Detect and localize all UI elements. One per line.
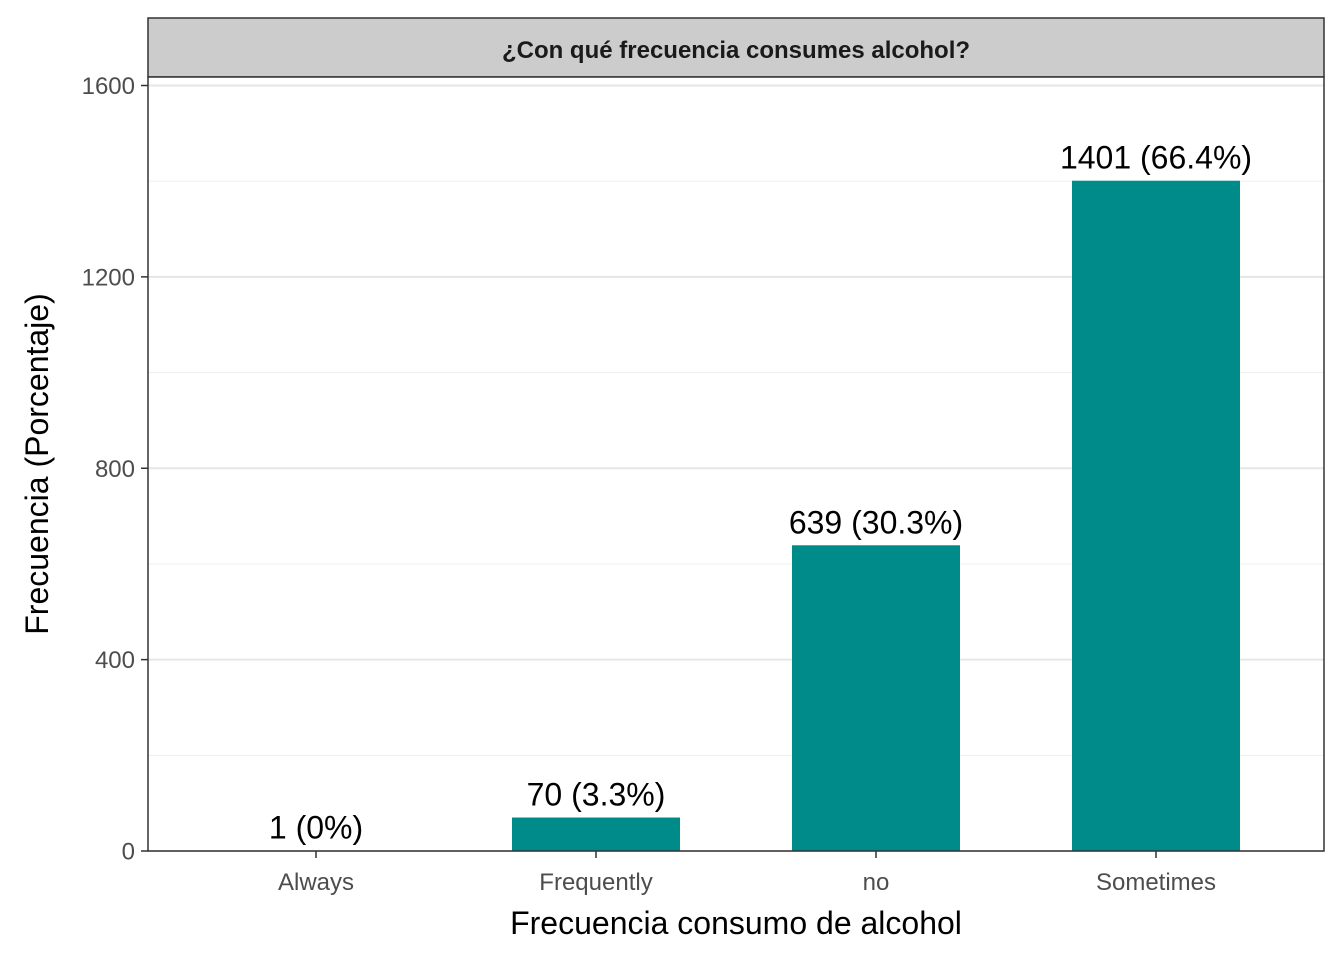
bar xyxy=(792,545,960,851)
bar xyxy=(1072,181,1240,851)
x-tick-label: no xyxy=(863,869,890,896)
x-tick-label: Frequently xyxy=(539,869,652,896)
bar-data-label: 1 (0%) xyxy=(269,810,363,846)
x-axis: Always Frequently no Sometimes xyxy=(278,851,1216,896)
x-tick-label: Always xyxy=(278,869,354,896)
y-tick-label: 800 xyxy=(95,456,135,483)
y-axis-title: Frecuencia (Porcentaje) xyxy=(19,293,55,634)
chart-title: ¿Con qué frecuencia consumes alcohol? xyxy=(502,37,970,64)
x-tick-label: Sometimes xyxy=(1096,869,1216,896)
bar-data-label: 639 (30.3%) xyxy=(789,504,963,540)
bar xyxy=(512,818,680,851)
y-tick-label: 1200 xyxy=(82,264,135,291)
y-tick-label: 0 xyxy=(122,839,135,866)
bar-data-label: 70 (3.3%) xyxy=(527,777,666,813)
bar-data-label: 1401 (66.4%) xyxy=(1060,140,1252,176)
y-tick-label: 400 xyxy=(95,647,135,674)
y-tick-label: 1600 xyxy=(82,73,135,100)
x-axis-title: Frecuencia consumo de alcohol xyxy=(510,905,962,941)
y-axis: 0 400 800 1200 1600 xyxy=(82,73,148,866)
